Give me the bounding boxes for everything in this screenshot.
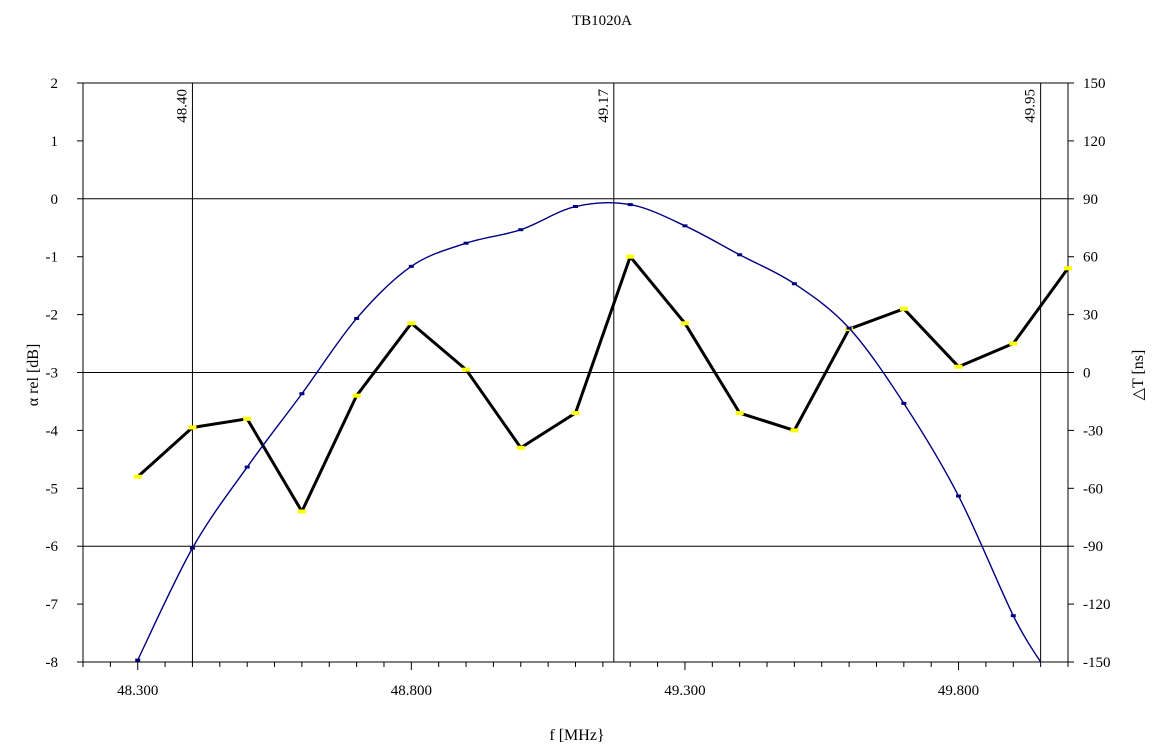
delay-point [1010, 614, 1016, 618]
frequency-marker-label: 49.17 [596, 89, 612, 123]
y2-tick-label: 0 [1083, 366, 1091, 382]
chart-title: TB1020A [572, 13, 632, 29]
right-y-axis: 150 120 90 60 30 0 -30 -60 -90 -120 -150 [1068, 76, 1111, 671]
y2-tick-label: -60 [1083, 481, 1103, 497]
y2-tick-label: -30 [1083, 423, 1103, 439]
y2-tick-label: -150 [1083, 655, 1111, 671]
delay-point [846, 326, 852, 330]
attenuation-point [297, 509, 306, 514]
y-tick-label: -3 [46, 366, 59, 382]
attenuation-point [954, 364, 963, 369]
delay-point [299, 392, 305, 396]
attenuation-point [899, 306, 908, 311]
delay-point [573, 205, 578, 209]
attenuation-point [626, 254, 635, 259]
left-y-axis-title: α rel [dB] [25, 344, 42, 407]
y2-tick-label: 150 [1083, 76, 1106, 92]
attenuation-point [243, 416, 252, 421]
x-axis: 48.300 48.800 49.300 49.800 [82, 662, 1069, 699]
x-axis-title: f [MHz} [549, 727, 604, 744]
y-tick-label: 1 [51, 134, 59, 150]
y2-tick-label: -90 [1083, 539, 1103, 555]
horizontal-reference-lines [83, 198, 1068, 547]
left-y-axis: 2 1 0 -1 -2 -3 -4 -5 -6 -7 -8 [46, 76, 83, 671]
attenuation-point [462, 367, 471, 372]
attenuation-point [571, 411, 580, 416]
x-tick-label: 48.800 [391, 683, 432, 699]
delay-point [682, 224, 688, 228]
y2-tick-label: 30 [1083, 308, 1098, 324]
attenuation-point [680, 321, 689, 326]
delay-point [189, 546, 195, 550]
y-tick-label: -6 [46, 539, 59, 555]
attenuation-point [790, 428, 799, 433]
y2-tick-label: 60 [1083, 250, 1098, 266]
frequency-marker-label: 48.40 [174, 89, 190, 123]
y-tick-label: -4 [46, 423, 59, 439]
y-tick-label: -5 [46, 481, 59, 497]
attenuation-point [352, 393, 361, 398]
delay-series-line [137, 201, 1042, 663]
y2-tick-label: 90 [1083, 192, 1098, 208]
delay-point [463, 241, 469, 245]
series-group [133, 201, 1072, 663]
delay-series [135, 201, 1042, 663]
y-tick-label: 2 [51, 76, 59, 92]
attenuation-point [407, 321, 416, 326]
y-tick-label: 0 [51, 192, 59, 208]
y-tick-label: -1 [46, 250, 59, 266]
y-tick-label: -8 [46, 655, 59, 671]
delay-point [135, 658, 141, 662]
y-tick-label: -2 [46, 308, 59, 324]
frequency-marker-label: 49.95 [1023, 89, 1039, 123]
y2-tick-label: -120 [1083, 597, 1111, 613]
delay-point [901, 401, 907, 405]
attenuation-point [735, 411, 744, 416]
delay-point [518, 228, 524, 232]
y-tick-label: -7 [46, 597, 59, 613]
delay-point [244, 465, 250, 469]
delay-point [627, 203, 633, 207]
attenuation-series-line [136, 255, 1070, 513]
delay-point [956, 494, 962, 498]
delay-point [408, 264, 414, 268]
attenuation-point [1009, 341, 1018, 346]
attenuation-point [188, 425, 197, 430]
x-tick-label: 49.300 [664, 683, 705, 699]
attenuation-point [516, 445, 525, 450]
delay-point [791, 282, 797, 286]
delay-point [737, 253, 743, 257]
x-tick-label: 48.300 [117, 683, 158, 699]
attenuation-point [1064, 266, 1072, 271]
y2-tick-label: 120 [1083, 134, 1106, 150]
delay-point [354, 316, 360, 320]
frequency-markers: 48.40 49.17 49.95 [174, 83, 1042, 662]
x-tick-label: 49.800 [938, 683, 979, 699]
attenuation-point [133, 474, 142, 479]
right-y-axis-title: △T [ns] [1130, 350, 1147, 401]
attenuation-series [133, 254, 1072, 514]
